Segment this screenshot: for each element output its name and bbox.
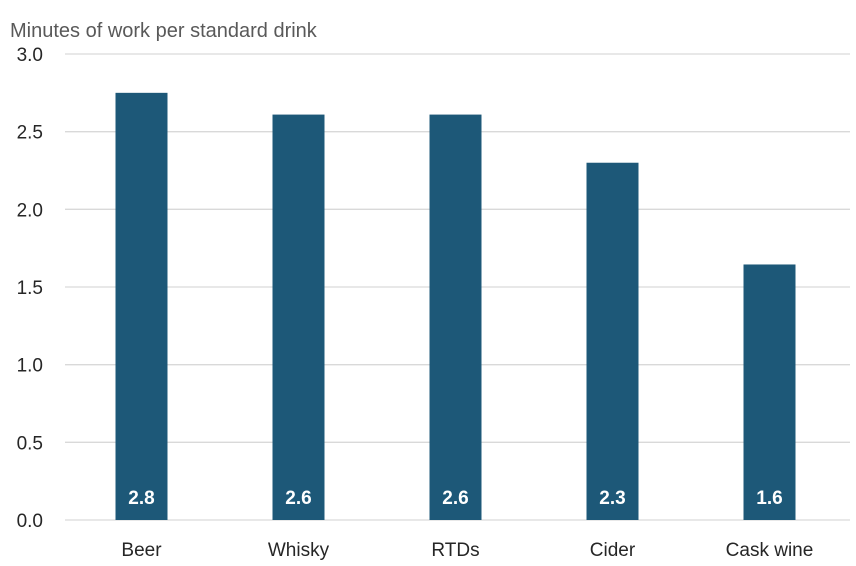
bar [272, 114, 325, 520]
y-tick-label: 2.0 [17, 200, 43, 221]
chart-title: Minutes of work per standard drink [10, 20, 318, 42]
bar-data-label: 1.6 [756, 488, 782, 509]
x-tick-label: Cider [590, 540, 636, 561]
bar-data-label: 2.6 [442, 488, 468, 509]
bar [743, 264, 796, 520]
bar-data-label: 2.6 [285, 488, 311, 509]
y-axis-tick-labels: 0.0 0.5 1.0 1.5 2.0 2.5 3.0 [17, 45, 43, 532]
y-tick-label: 3.0 [17, 45, 43, 66]
bars: 2.8 2.6 2.6 2.3 1.6 [115, 92, 796, 520]
bar-data-label: 2.8 [128, 488, 154, 509]
y-tick-label: 0.5 [17, 433, 43, 454]
y-tick-label: 1.5 [17, 278, 43, 299]
x-tick-label: Beer [121, 540, 162, 561]
x-axis-tick-labels: Beer Whisky RTDs Cider Cask wine [121, 540, 813, 561]
bar [115, 92, 168, 520]
bar [586, 162, 639, 520]
y-tick-label: 0.0 [17, 511, 43, 532]
x-tick-label: RTDs [431, 540, 479, 561]
y-tick-label: 1.0 [17, 356, 43, 377]
bar [429, 114, 482, 520]
x-tick-label: Whisky [268, 540, 330, 561]
x-tick-label: Cask wine [726, 540, 814, 561]
bar-data-label: 2.3 [599, 488, 625, 509]
y-tick-label: 2.5 [17, 123, 43, 144]
